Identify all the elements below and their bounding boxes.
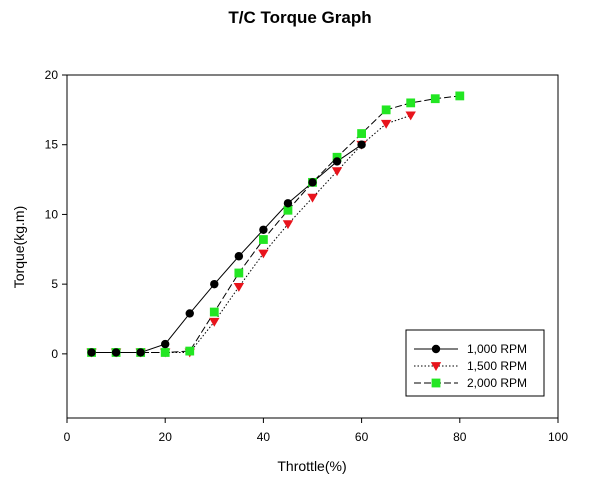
data-point-series-3 [430,94,440,104]
data-point-series-3 [357,129,366,138]
data-point-series-1 [234,252,244,261]
x-axis-label: Throttle(%) [277,458,346,474]
data-point-series-3 [381,105,391,115]
data-point-series-3 [283,205,293,215]
legend-label-1: 1,000 RPM [467,342,527,356]
legend-marker-3 [431,378,441,388]
legend-marker-2 [430,362,442,371]
data-point-series-3 [259,235,268,244]
data-point-series-1 [283,199,293,208]
y-axis-label: Torque(kg.m) [11,206,27,288]
x-tick-label: 0 [64,430,71,444]
data-point-series-1 [308,178,317,187]
x-tick-label: 40 [257,430,271,444]
data-point-series-1 [332,157,342,166]
data-point-series-3 [160,348,170,357]
legend-marker-1 [431,344,441,354]
series-lines [91,95,460,353]
y-tick-label: 15 [45,138,59,152]
data-point-series-1 [111,348,121,357]
x-tick-label: 20 [159,430,173,444]
y-axis: 0 5 10 15 20 [45,68,67,361]
data-point-series-1 [87,348,96,357]
data-point-series-3 [406,98,416,108]
y-tick-label: 0 [51,347,58,361]
data-point-series-2 [331,167,343,177]
x-tick-label: 60 [355,430,369,444]
data-point-series-2 [405,111,416,121]
y-tick-label: 20 [45,68,59,82]
chart-title: T/C Torque Graph [228,8,371,27]
data-point-series-1 [210,279,219,289]
series-markers [86,91,465,358]
data-point-series-3 [455,91,465,101]
data-point-series-1 [161,339,170,349]
legend: 1,000 RPM 1,500 RPM 2,000 RPM [405,329,545,397]
x-axis: 0 20 40 60 80 100 [64,418,568,444]
data-point-series-2 [209,317,220,327]
data-point-series-3 [234,268,244,278]
data-point-series-2 [282,220,294,230]
data-point-series-3 [185,346,195,356]
series-line-3 [91,95,460,353]
series-line-1 [91,144,362,353]
data-point-series-2 [233,283,245,292]
x-tick-label: 100 [548,430,568,444]
plot-frame [66,74,559,419]
y-tick-label: 5 [51,277,58,291]
data-point-series-2 [380,119,392,129]
legend-label-3: 2,000 RPM [467,376,527,390]
y-tick-label: 10 [45,207,59,221]
data-point-series-1 [136,348,145,357]
data-point-series-1 [357,140,366,149]
x-tick-label: 80 [453,430,467,444]
data-point-series-2 [258,249,269,259]
series-line-2 [91,114,411,353]
data-point-series-3 [209,307,219,317]
data-point-series-2 [307,193,318,203]
legend-box [405,329,545,397]
data-point-series-1 [185,309,194,318]
legend-label-2: 1,500 RPM [467,359,527,373]
data-point-series-1 [259,225,268,234]
